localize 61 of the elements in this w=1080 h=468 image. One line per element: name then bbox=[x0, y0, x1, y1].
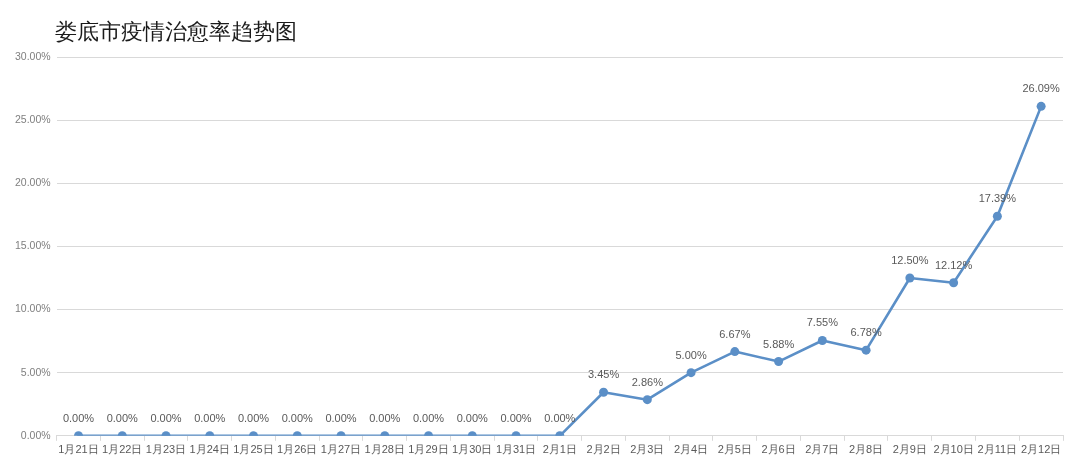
x-tick-label: 2月9日 bbox=[892, 443, 927, 456]
x-tick-label: 2月1日 bbox=[542, 443, 577, 456]
data-label: 0.00% bbox=[281, 411, 314, 424]
data-label: 0.00% bbox=[500, 411, 532, 424]
data-label: 0.00% bbox=[62, 411, 95, 424]
y-tick-label: 10.00% bbox=[14, 302, 51, 315]
point bbox=[774, 357, 784, 367]
x-tick-label: 1月31日 bbox=[495, 443, 537, 456]
data-label: 6.67% bbox=[719, 327, 751, 340]
data-label: 26.09% bbox=[1022, 82, 1060, 95]
data-label: 3.45% bbox=[587, 368, 620, 381]
point bbox=[599, 387, 609, 397]
x-tick-label: 2月12日 bbox=[1020, 443, 1062, 456]
data-label: 0.00% bbox=[412, 411, 445, 424]
y-tick-label: 0.00% bbox=[20, 428, 51, 441]
data-label: 12.50% bbox=[891, 254, 929, 266]
data-label: 0.00% bbox=[194, 411, 226, 424]
data-label: 2.86% bbox=[631, 375, 664, 388]
point bbox=[730, 347, 740, 357]
x-tick-label: 1月28日 bbox=[364, 443, 405, 456]
x-tick-label: 2月7日 bbox=[805, 443, 840, 456]
point bbox=[949, 278, 959, 288]
x-tick-label: 1月24日 bbox=[189, 443, 230, 456]
data-label: 5.00% bbox=[675, 348, 707, 361]
data-label: 0.00% bbox=[456, 411, 489, 424]
x-tick-label: 2月4日 bbox=[673, 443, 709, 456]
x-tick-label: 2月8日 bbox=[848, 443, 884, 456]
data-label: 0.00% bbox=[237, 411, 270, 424]
y-tick-label: 30.00% bbox=[14, 49, 51, 62]
x-tick-label: 2月10日 bbox=[933, 443, 974, 456]
x-tick-label: 1月23日 bbox=[145, 443, 187, 456]
point bbox=[992, 211, 1002, 221]
x-tick-label: 1月26日 bbox=[277, 443, 318, 456]
x-tick-label: 2月3日 bbox=[630, 443, 665, 456]
x-tick-label: 1月27日 bbox=[320, 443, 362, 456]
point bbox=[817, 335, 827, 345]
y-tick-label: 15.00% bbox=[14, 239, 51, 252]
data-label: 0.00% bbox=[106, 411, 139, 424]
chart-title: 娄底市疫情治愈率趋势图 bbox=[55, 18, 297, 46]
y-tick-label: 20.00% bbox=[14, 176, 51, 189]
point bbox=[861, 345, 871, 355]
data-label: 0.00% bbox=[150, 411, 182, 424]
x-tick-label: 2月11日 bbox=[977, 443, 1018, 456]
data-label: 0.00% bbox=[544, 411, 576, 424]
x-tick-label: 1月29日 bbox=[408, 443, 449, 456]
x-tick-label: 2月2日 bbox=[586, 443, 621, 456]
y-tick-label: 25.00% bbox=[14, 113, 51, 126]
point bbox=[686, 368, 696, 378]
data-label: 0.00% bbox=[325, 411, 357, 424]
x-tick-label: 1月21日 bbox=[58, 443, 99, 456]
x-tick-label: 2月5日 bbox=[717, 443, 752, 456]
y-tick-label: 5.00% bbox=[20, 365, 51, 378]
x-tick-label: 1月30日 bbox=[452, 443, 493, 456]
x-tick-label: 1月25日 bbox=[233, 443, 274, 456]
x-tick-label: 2月6日 bbox=[761, 443, 796, 456]
data-label: 7.55% bbox=[806, 316, 839, 329]
point bbox=[642, 395, 652, 405]
data-label: 0.00% bbox=[369, 411, 401, 424]
data-label: 5.88% bbox=[762, 337, 795, 350]
point bbox=[905, 273, 915, 283]
x-tick-label: 1月22日 bbox=[102, 443, 143, 456]
